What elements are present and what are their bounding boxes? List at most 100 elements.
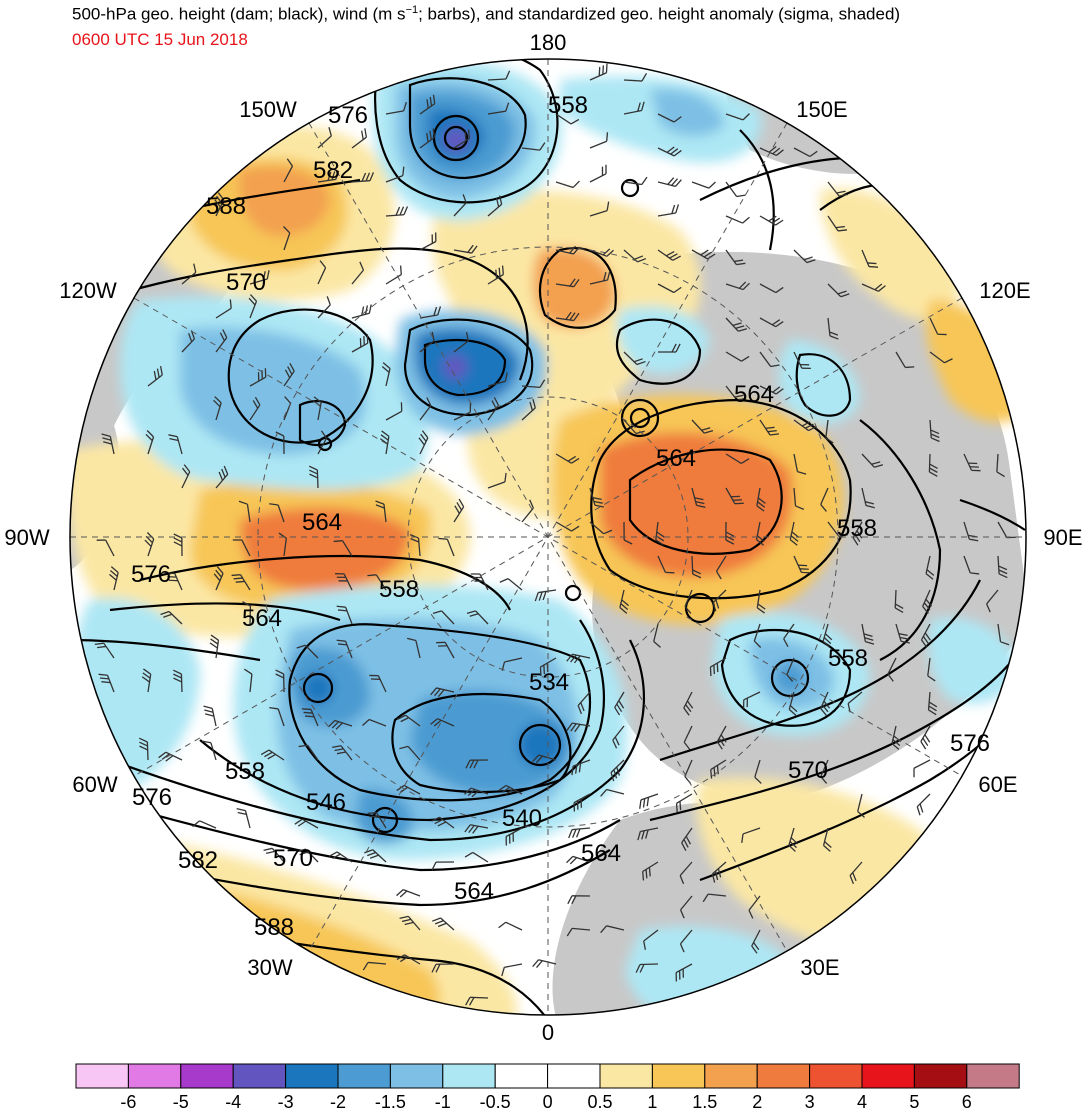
wind-barb [487, 472, 507, 489]
colorbar-tick-label: -5 [173, 1092, 189, 1112]
wind-barb [364, 849, 387, 863]
wind-barb [589, 201, 610, 217]
wind-barb [283, 226, 291, 251]
wind-barb [521, 142, 546, 151]
wind-barb [683, 725, 693, 750]
wind-barb [925, 555, 935, 580]
wind-barb [236, 808, 251, 829]
wind-barb [351, 128, 368, 149]
wind-barb [351, 172, 375, 183]
contour-label: 588 [206, 193, 246, 220]
wind-barb [298, 744, 319, 761]
wind-barb [619, 589, 630, 614]
wind-barb [712, 589, 727, 612]
wind-barb [505, 827, 523, 846]
contour-label: 582 [313, 157, 353, 184]
wind-barb [333, 540, 353, 557]
wind-barb [929, 317, 947, 336]
wind-barb [891, 725, 902, 750]
wind-barb [453, 332, 469, 353]
colorbar: -6 -5 -4 -3 -2 -1.5 -1 -0.5 0 0.5 1 1.5 2 3 4 5 6 [75, 1063, 1020, 1112]
wind-barb [367, 812, 387, 829]
wind-barb [657, 113, 682, 123]
wind-barb [192, 820, 217, 829]
wind-barb [317, 260, 327, 285]
wind-barb [567, 895, 591, 905]
wind-barb [657, 177, 682, 188]
wind-barb [725, 385, 747, 401]
colorbar-box [547, 1063, 601, 1089]
wind-barb [759, 419, 780, 436]
wind-barb [532, 754, 557, 764]
wind-barb [916, 793, 931, 816]
contour-label: 558 [837, 515, 877, 542]
wind-barb [375, 500, 387, 523]
map-disk [70, 59, 1026, 1015]
wind-barb [589, 271, 611, 285]
longitude-label: 180 [530, 30, 567, 55]
wind-barb [566, 653, 591, 664]
wind-barb [438, 537, 455, 557]
wind-barb [96, 539, 115, 557]
wind-barb [385, 402, 403, 421]
wind-barb [623, 249, 647, 263]
wind-barb [244, 668, 253, 693]
wind-barb [759, 317, 784, 328]
wind-barb [920, 623, 931, 648]
wind-barb [430, 718, 455, 727]
wind-barb [385, 102, 407, 115]
wind-barb [702, 893, 727, 903]
wind-barb [827, 181, 849, 197]
wind-barb [158, 751, 183, 762]
wind-barb [759, 351, 780, 368]
contour-label: 558 [828, 645, 868, 672]
title-unit-exponent: −1 [405, 4, 419, 16]
wind-barb [895, 623, 910, 644]
contour-label: 558 [225, 758, 265, 785]
wind-barb [419, 397, 432, 421]
contour-label: 540 [502, 805, 542, 832]
wind-barb [589, 164, 607, 183]
wind-barb [209, 634, 220, 659]
wind-barb [385, 206, 409, 217]
wind-barb [922, 589, 933, 614]
wind-barb [566, 722, 591, 733]
wind-barb [147, 366, 163, 387]
wind-barb [231, 574, 251, 591]
colorbar-box [442, 1063, 496, 1089]
wind-barb [283, 362, 295, 387]
wind-barb [109, 566, 119, 591]
map-title: 500-hPa geo. height (dam; black), wind (… [72, 4, 901, 24]
wind-barb [753, 623, 762, 648]
wind-barb [367, 574, 387, 591]
wind-barb [679, 929, 693, 953]
colorbar-box [756, 1063, 811, 1089]
colorbar-tick-label: -3 [278, 1092, 294, 1112]
longitude-label: 30E [800, 955, 839, 980]
wind-barb [681, 827, 693, 851]
wind-barb [725, 487, 744, 505]
wind-barb [406, 637, 421, 659]
wind-barb [788, 691, 798, 716]
colorbar-tick-label: 3 [805, 1092, 815, 1112]
wind-barb [351, 334, 369, 353]
wind-barb [861, 453, 884, 468]
contour-label: 558 [379, 576, 419, 603]
wind-barb [332, 745, 353, 761]
wind-barb [756, 589, 766, 614]
wind-barb [793, 351, 811, 370]
wind-barb [432, 610, 455, 625]
contour-label: 534 [529, 669, 569, 696]
longitude-label: 120E [979, 278, 1030, 303]
wind-barb [861, 623, 875, 645]
colorbar-tick-label: 0 [543, 1092, 553, 1112]
contour-label: 570 [226, 269, 266, 296]
contour-labels: 558 576 582 588 570 564 564 558 564 576 564 558 558 5… [131, 92, 990, 941]
wind-barb [419, 232, 437, 251]
wind-barb [756, 487, 766, 512]
wind-barb [555, 521, 580, 532]
wind-barb [725, 181, 746, 198]
wind-barb [94, 642, 115, 659]
wind-barb [214, 192, 225, 217]
